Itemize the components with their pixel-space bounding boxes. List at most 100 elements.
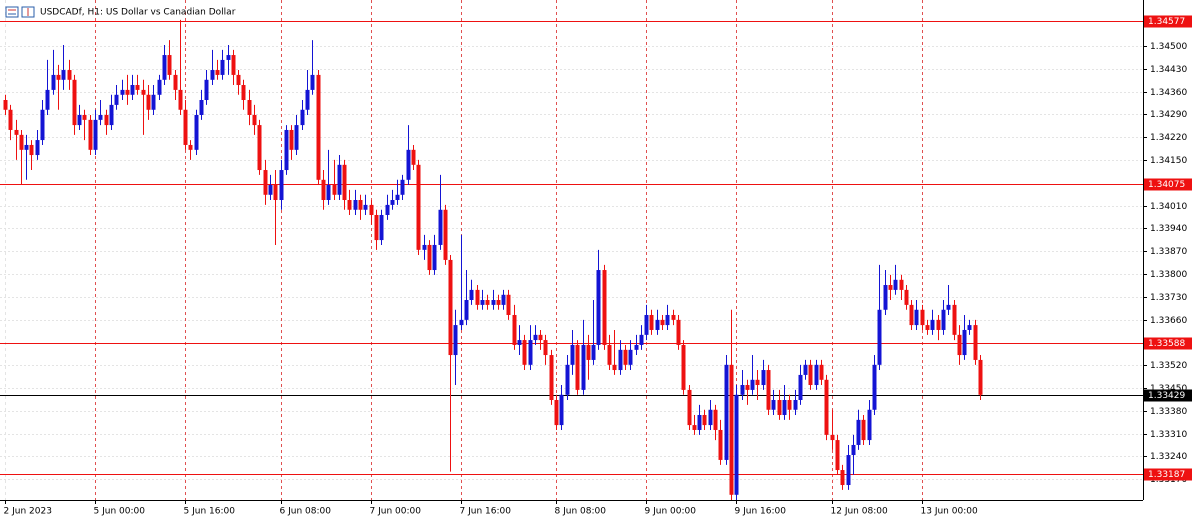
- candle-body: [109, 104, 114, 126]
- candle-body: [581, 344, 586, 390]
- candle-body: [316, 74, 321, 180]
- candle-body: [596, 270, 601, 345]
- price-level-label: 1.33187: [1148, 470, 1185, 480]
- candle-body: [824, 379, 829, 435]
- candle-body: [416, 164, 421, 250]
- candle-body: [819, 364, 824, 380]
- candle-body: [14, 129, 19, 135]
- candle-body: [618, 349, 623, 371]
- candle-body: [342, 164, 347, 200]
- y-tick-label: 1.33800: [1150, 270, 1187, 280]
- candle-body: [538, 334, 543, 341]
- candle-body: [300, 109, 305, 126]
- candle-body: [157, 79, 162, 95]
- candle-body: [708, 409, 713, 426]
- candle-body: [920, 309, 925, 326]
- candle-body: [777, 400, 782, 415]
- y-tick-label: 1.33660: [1150, 316, 1187, 326]
- x-tick-label: 2 Jun 2023: [4, 507, 52, 517]
- candle-body: [141, 89, 146, 95]
- candle-body: [194, 114, 199, 150]
- candle-body: [448, 259, 453, 356]
- candle-body: [8, 109, 13, 130]
- candle-body: [273, 185, 278, 200]
- candle-body: [856, 419, 861, 445]
- candle-body: [782, 400, 787, 415]
- candle-body: [469, 289, 474, 300]
- candle-body: [51, 74, 56, 90]
- candle-body: [72, 79, 77, 126]
- candle-body: [904, 289, 909, 305]
- candle-body: [422, 244, 427, 250]
- candle-body: [358, 200, 363, 210]
- candle-body: [872, 364, 877, 410]
- candle-body: [517, 340, 522, 345]
- candle-body: [607, 344, 612, 365]
- candle-body: [628, 349, 633, 365]
- candle-body: [803, 364, 808, 375]
- candle-body: [692, 425, 697, 430]
- candle-body: [220, 59, 225, 75]
- candle-body: [512, 314, 517, 345]
- candle-body: [899, 279, 904, 290]
- candle-body: [19, 134, 24, 150]
- price-level-label: 1.33588: [1148, 339, 1185, 349]
- candle-body: [925, 325, 930, 330]
- y-tick-label: 1.33240: [1150, 452, 1187, 462]
- candle-body: [146, 94, 151, 110]
- candle-body: [395, 194, 400, 200]
- candle-body: [830, 434, 835, 441]
- x-tick-label: 6 Jun 08:00: [280, 507, 332, 517]
- candle-body: [814, 364, 819, 386]
- candle-body: [914, 309, 919, 326]
- candle-body: [284, 129, 289, 171]
- price-level-tag: [1144, 15, 1192, 28]
- candle-body: [543, 340, 548, 356]
- candle-body: [766, 370, 771, 410]
- price-level-label: 1.34577: [1148, 17, 1185, 27]
- candle-body: [353, 200, 358, 210]
- candle-body: [178, 89, 183, 110]
- candle-body: [496, 300, 501, 305]
- candle-body: [379, 214, 384, 241]
- candle-body: [893, 279, 898, 290]
- candle-body: [464, 300, 469, 320]
- candle-body: [151, 94, 156, 110]
- candle-body: [867, 409, 872, 441]
- candle-body: [326, 185, 331, 200]
- y-tick-label: 1.34150: [1150, 156, 1187, 166]
- y-tick-label: 1.33310: [1150, 430, 1187, 440]
- candle-body: [740, 385, 745, 395]
- price-level-label: 1.33429: [1148, 391, 1185, 401]
- candle-body: [3, 100, 8, 110]
- candle-body: [634, 344, 639, 350]
- candle-body: [750, 379, 755, 390]
- candle-body: [24, 144, 29, 150]
- x-tick-label: 12 Jun 08:00: [831, 507, 888, 517]
- candle-body: [332, 185, 337, 195]
- candle-body: [644, 314, 649, 335]
- candle-body: [104, 114, 109, 126]
- y-tick-label: 1.34360: [1150, 88, 1187, 98]
- candle-body: [941, 309, 946, 330]
- candle-body: [236, 74, 241, 86]
- candle-body: [411, 149, 416, 165]
- candle-body: [861, 419, 866, 441]
- y-tick-label: 1.34220: [1150, 133, 1187, 143]
- candle-body: [130, 85, 135, 95]
- price-level-label: 1.34075: [1148, 180, 1185, 190]
- candle-body: [120, 89, 125, 95]
- candle-body: [501, 294, 506, 305]
- candle-body: [702, 414, 707, 426]
- candle-body: [787, 400, 792, 410]
- candle-body: [793, 400, 798, 410]
- candle-body: [729, 364, 734, 495]
- candle-body: [602, 270, 607, 345]
- candle-body: [761, 370, 766, 386]
- y-tick-label: 1.33730: [1150, 293, 1187, 303]
- candle-body: [443, 209, 448, 260]
- candle-body: [61, 70, 66, 80]
- candle-body: [475, 289, 480, 305]
- candle-body: [883, 285, 888, 310]
